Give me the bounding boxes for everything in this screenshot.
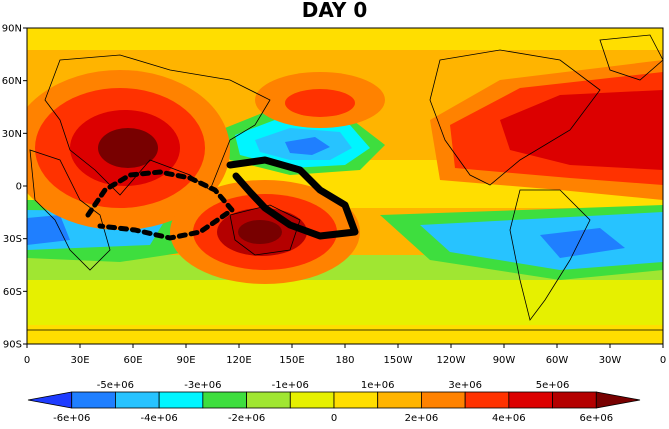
colorbar-swatch [508,391,553,409]
map-title: DAY 0 [301,0,368,22]
colorbar-swatch [289,391,335,409]
colorbar-right-arrow [595,391,641,409]
lat-tick-label: 60N [2,76,22,87]
colorbar-lower-label: -6e+06 [53,413,90,424]
colorbar-swatch [464,391,510,409]
lon-tick-label: 90W [493,355,516,366]
colorbar-left-arrow [27,391,73,409]
colorbar-lower-label: 2e+06 [405,413,439,424]
colorbar-lower-label: 6e+06 [579,413,613,424]
latitude-axis: 90N 60N 30N 0 30S 60S 90S [2,24,27,351]
lon-tick-label: 120W [437,355,466,366]
colorbar-swatch [421,391,466,409]
colorbar-lower-label: 0 [331,413,337,424]
lat-tick-label: 90S [3,340,22,351]
lon-tick-label: 120E [226,355,251,366]
lat-tick-label: 30S [3,234,22,245]
colorbar-swatch [202,391,247,409]
lon-tick-label: 150W [384,355,413,366]
lat-tick-label: 90N [2,24,22,35]
colorbar-upper-label: 5e+06 [536,380,570,391]
lon-tick-label: 150E [279,355,304,366]
colorbar-lower-label: 4e+06 [492,413,526,424]
colorbar-swatch [552,391,597,409]
map-panel [27,28,663,344]
colorbar: -5e+06 -3e+06 -1e+06 1e+06 3e+06 5e+06 -6e+06 -… [27,380,641,424]
lon-tick-label: 180 [335,355,354,366]
colorbar-lower-label: -4e+06 [141,413,178,424]
lon-tick-label: 30E [70,355,89,366]
lon-tick-label: 60W [546,355,569,366]
lon-tick-label: 60E [123,355,142,366]
lon-tick-label: 0 [24,355,30,366]
colorbar-swatch [377,391,422,409]
colorbar-swatch [246,391,291,409]
lon-tick-label: 30W [599,355,622,366]
colorbar-upper-label: -3e+06 [184,380,221,391]
longitude-axis: 0 30E 60E 90E 120E 150E 180 150W 120W 90W 60W 30W 0 [24,344,666,366]
colorbar-upper-label: -1e+06 [272,380,309,391]
colorbar-swatch [158,391,204,409]
lat-tick-label: 60S [3,287,22,298]
lat-tick-label: 0 [16,182,22,193]
colorbar-swatch [333,391,379,409]
colorbar-lower-label: -2e+06 [228,413,265,424]
lat-tick-label: 30N [2,129,22,140]
lon-tick-label: 90E [176,355,195,366]
lon-tick-label: 0 [660,355,666,366]
colorbar-swatch [115,391,160,409]
colorbar-swatch [71,391,116,409]
colorbar-upper-label: 1e+06 [361,380,395,391]
colorbar-upper-label: -5e+06 [97,380,134,391]
colorbar-upper-label: 3e+06 [448,380,482,391]
